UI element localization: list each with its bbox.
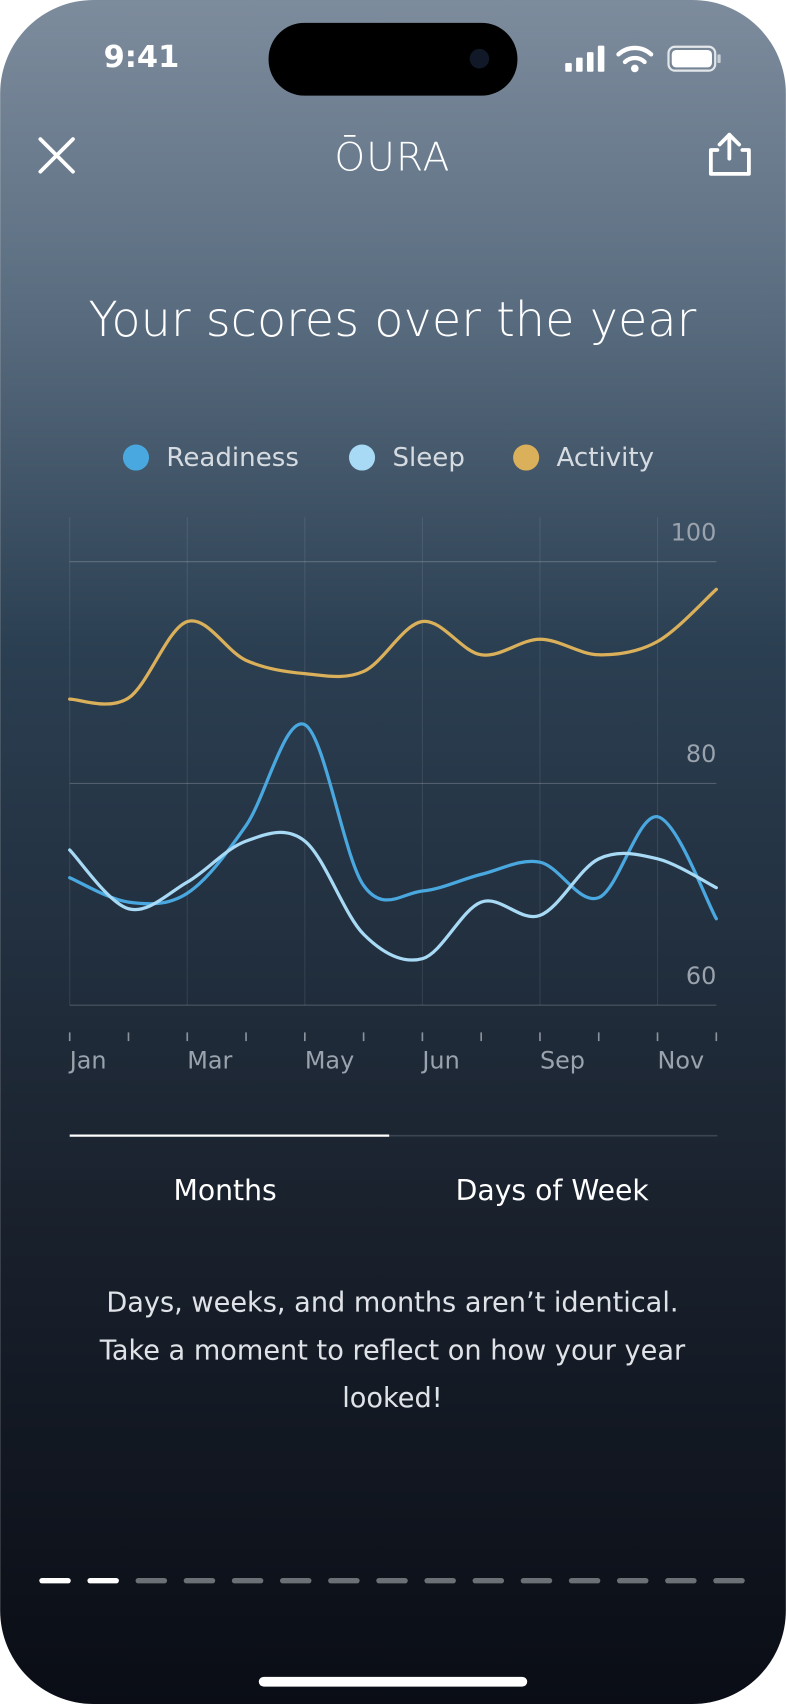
wifi-dot — [630, 64, 639, 73]
signal-icon — [565, 45, 605, 72]
battery-icon — [667, 45, 717, 72]
page-dot — [376, 1577, 408, 1584]
page-dot — [568, 1577, 601, 1584]
legend-label: Activity — [557, 443, 655, 473]
home-indicator — [258, 1676, 528, 1687]
y-tick-label: 100 — [671, 518, 717, 546]
legend-swatch — [348, 444, 376, 471]
series-line — [68, 830, 718, 962]
x-tick-label: Jan — [68, 1047, 107, 1075]
x-tick-label: Mar — [187, 1047, 232, 1075]
x-tick-label: Jun — [420, 1047, 459, 1075]
chart: Readiness Sleep Activity 60 80 100 Jan Mar May Ju… — [68, 443, 718, 1075]
wifi-icon — [616, 45, 654, 65]
page-dot — [279, 1577, 312, 1584]
page-dot — [328, 1577, 360, 1584]
legend-label: Readiness — [166, 443, 299, 473]
series-line — [68, 722, 718, 921]
page-dot — [472, 1577, 505, 1584]
logo: ŌURA — [334, 134, 450, 180]
page-dot — [424, 1577, 456, 1584]
page-dot — [520, 1577, 553, 1584]
page-dot — [39, 1577, 71, 1584]
chart-title: Your scores over the year — [89, 293, 697, 348]
x-tick-label: Sep — [540, 1047, 585, 1075]
tab[interactable]: Days of Week — [456, 1174, 650, 1207]
share-button[interactable] — [708, 132, 751, 176]
x-tick-label: May — [305, 1047, 354, 1075]
status-time: 9:41 — [104, 40, 180, 75]
page-dot — [616, 1577, 649, 1584]
legend-swatch — [513, 444, 540, 471]
battery-tip — [717, 54, 721, 64]
x-tick-label: Nov — [658, 1047, 705, 1075]
description-line: looked! — [342, 1383, 442, 1414]
description-line: Days, weeks, and months aren’t identical… — [106, 1288, 678, 1319]
y-tick-label: 80 — [686, 740, 716, 768]
page-dot — [665, 1577, 697, 1584]
close-button[interactable] — [38, 137, 75, 174]
page-dot — [713, 1577, 745, 1584]
tab[interactable]: Months — [173, 1174, 276, 1207]
series-line — [68, 587, 718, 706]
camera — [469, 48, 490, 69]
page-dot — [135, 1577, 168, 1584]
page-dot — [183, 1577, 216, 1584]
dynamic-island — [268, 22, 518, 96]
legend-swatch — [122, 444, 150, 471]
description-line: Take a moment to reflect on how your yea… — [99, 1335, 686, 1366]
page-dot — [231, 1577, 264, 1584]
y-tick-label: 60 — [686, 962, 716, 990]
page-indicator — [39, 1577, 745, 1584]
battery-level — [671, 49, 712, 68]
page-dot — [87, 1577, 119, 1584]
legend-label: Sleep — [392, 443, 464, 473]
